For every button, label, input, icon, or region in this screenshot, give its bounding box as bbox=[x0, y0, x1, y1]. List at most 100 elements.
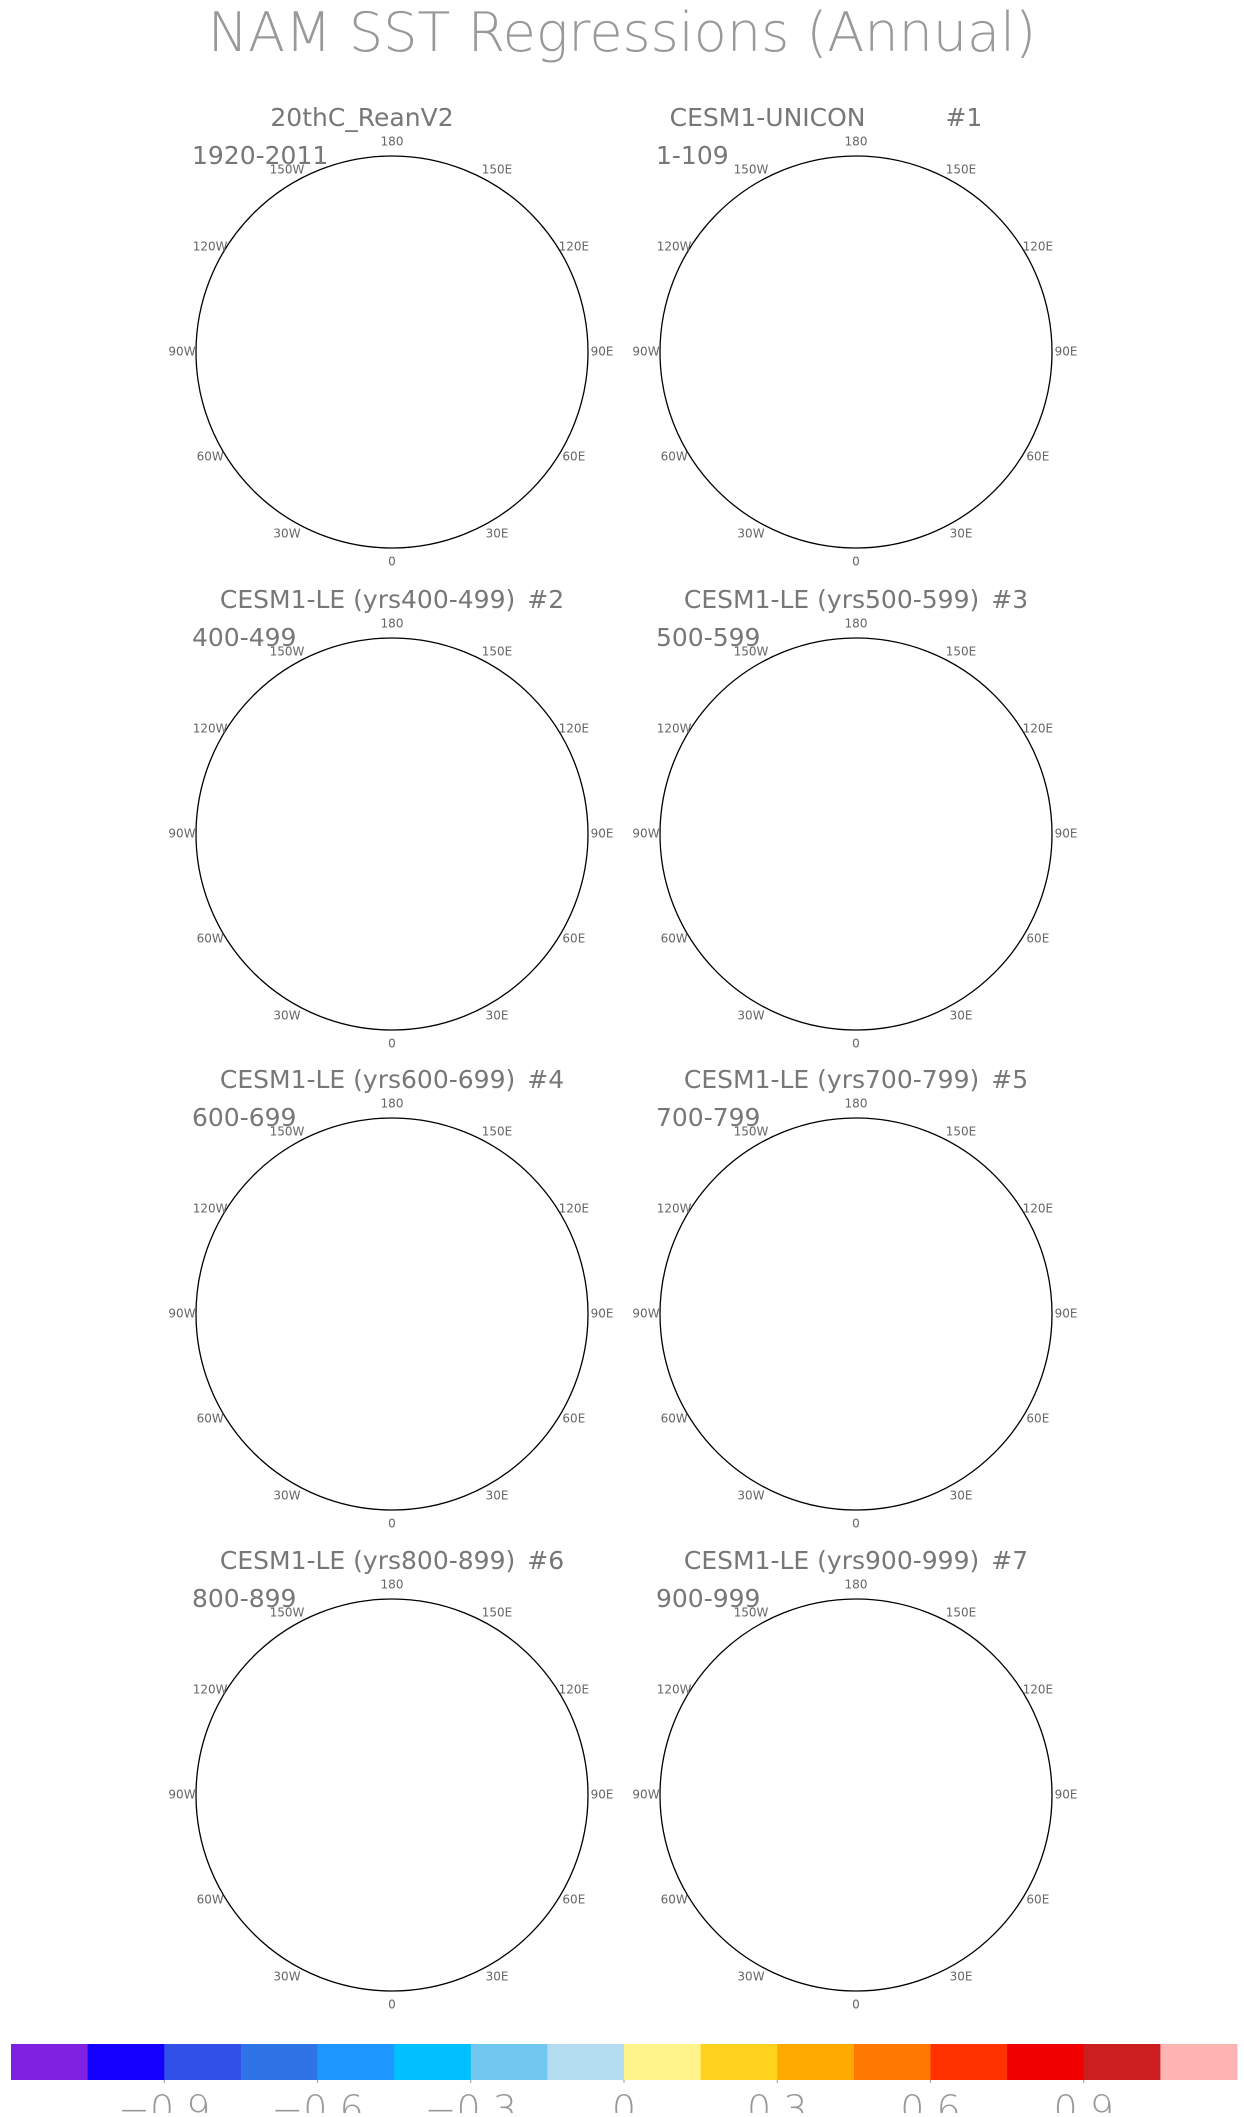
longitude-label: 120E bbox=[559, 1683, 590, 1697]
negative-area bbox=[658, 262, 838, 325]
panel-number: #5 bbox=[991, 1065, 1028, 1094]
map-panel: 20thC_ReanV2 1920-2011 180 150E 120E 90E 60E 30… bbox=[168, 103, 613, 569]
longitude-label: 180 bbox=[381, 1578, 404, 1592]
colorbar-segment bbox=[930, 2044, 1008, 2080]
longitude-label: 30E bbox=[486, 1969, 509, 1983]
negative-area bbox=[194, 744, 374, 807]
positive-area bbox=[670, 1591, 1042, 1756]
longitude-label: 120E bbox=[1023, 1683, 1054, 1697]
longitude-label: 120W bbox=[193, 240, 228, 254]
longitude-label: 0 bbox=[852, 1998, 860, 2012]
negative-area bbox=[658, 1224, 838, 1287]
positive-area bbox=[670, 1110, 1042, 1275]
panel-period: 700-799 bbox=[656, 1103, 760, 1132]
colorbar-segment bbox=[1160, 2044, 1238, 2080]
longitude-label: 30W bbox=[273, 1008, 300, 1022]
longitude-label: 150W bbox=[734, 1125, 769, 1139]
strong-area bbox=[752, 1619, 960, 1736]
longitude-label: 90W bbox=[168, 345, 195, 359]
longitude-label: 90E bbox=[591, 827, 614, 841]
land bbox=[650, 278, 832, 411]
negative-area bbox=[782, 1838, 853, 1877]
strong-area bbox=[752, 1138, 960, 1255]
panel-number: #3 bbox=[991, 585, 1028, 614]
longitude-label: 60E bbox=[1026, 1412, 1049, 1426]
strong-area bbox=[288, 1619, 496, 1736]
longitude-label: 150E bbox=[946, 1125, 977, 1139]
colorbar-label: 0 bbox=[612, 2088, 636, 2114]
longitude-label: 90E bbox=[1055, 1307, 1078, 1321]
longitude-label: 30E bbox=[950, 1969, 973, 1983]
ocean bbox=[660, 1599, 1052, 1991]
ocean bbox=[660, 156, 1052, 548]
longitude-label: 60W bbox=[197, 1893, 224, 1907]
panel-number: #4 bbox=[527, 1065, 564, 1094]
longitude-label: 90W bbox=[632, 1307, 659, 1321]
panel-period: 400-499 bbox=[192, 623, 296, 652]
colorbar-segment bbox=[164, 2044, 242, 2080]
longitude-label: 120W bbox=[193, 722, 228, 736]
colorbar-label: 0.6 bbox=[900, 2088, 960, 2114]
positive-area bbox=[165, 1782, 423, 1984]
longitude-label: 60W bbox=[197, 932, 224, 946]
map-border bbox=[659, 1117, 1053, 1511]
longitude-label: 0 bbox=[852, 555, 860, 569]
strong-area bbox=[889, 240, 952, 267]
map-border bbox=[195, 1117, 589, 1511]
longitude-label: 60E bbox=[1026, 1893, 1049, 1907]
positive-area bbox=[353, 877, 549, 948]
longitude-label: 90W bbox=[632, 345, 659, 359]
longitude-label: 90E bbox=[1055, 1788, 1078, 1802]
strong-area bbox=[425, 722, 488, 749]
map-panel: CESM1-LE (yrs600-699) #4 600-699 180 150E 120… bbox=[168, 1065, 613, 1531]
longitude-label: 60W bbox=[197, 450, 224, 464]
longitude-label: 120W bbox=[657, 1683, 692, 1697]
map-border bbox=[195, 155, 589, 549]
colorbar-segment bbox=[1083, 2044, 1161, 2080]
longitude-label: 60W bbox=[661, 1412, 688, 1426]
longitude-label: 90W bbox=[168, 1788, 195, 1802]
map-panel: CESM1-UNICON #1 1-109 180 150E 120E 90E 60E 30E 0… bbox=[632, 103, 1077, 569]
positive-area bbox=[629, 821, 887, 1023]
negative-area bbox=[782, 877, 853, 916]
panel-title: CESM1-LE (yrs500-599) #3 bbox=[684, 585, 1028, 614]
negative-area bbox=[318, 1838, 389, 1877]
longitude-label: 30E bbox=[950, 1488, 973, 1502]
panel-number: #2 bbox=[527, 585, 564, 614]
map-border bbox=[659, 155, 1053, 549]
strong-area bbox=[425, 1202, 488, 1229]
positive-area bbox=[817, 1838, 1013, 1909]
longitude-label: 60E bbox=[562, 1893, 585, 1907]
longitude-label: 90W bbox=[168, 1307, 195, 1321]
longitude-label: 150W bbox=[270, 1606, 305, 1620]
longitude-label: 30W bbox=[737, 526, 764, 540]
strong-area bbox=[288, 658, 496, 775]
panel-number: #1 bbox=[945, 103, 982, 132]
land bbox=[186, 760, 368, 893]
longitude-label: 120W bbox=[193, 1202, 228, 1216]
ocean bbox=[196, 156, 588, 548]
negative-area bbox=[194, 1705, 374, 1768]
longitude-label: 150E bbox=[946, 1606, 977, 1620]
map-panel: CESM1-LE (yrs700-799) #5 700-799 180 150E 120… bbox=[632, 1065, 1078, 1531]
panel-model: CESM1-LE (yrs500-599) bbox=[684, 585, 979, 614]
longitude-label: 30E bbox=[950, 526, 973, 540]
map-border bbox=[195, 1598, 589, 1992]
land bbox=[186, 278, 368, 411]
longitude-label: 150W bbox=[270, 645, 305, 659]
map-panel: CESM1-LE (yrs500-599) #3 500-599 180 150E 120… bbox=[629, 585, 1077, 1051]
map-border bbox=[659, 1598, 1053, 1992]
land bbox=[343, 1290, 392, 1353]
negative-area bbox=[658, 744, 838, 807]
longitude-label: 60E bbox=[1026, 932, 1049, 946]
strong-area bbox=[889, 1202, 952, 1229]
strong-area bbox=[425, 1683, 488, 1710]
strong-area bbox=[752, 176, 960, 293]
ocean bbox=[196, 638, 588, 1030]
longitude-label: 0 bbox=[388, 1517, 396, 1531]
colorbar-segment bbox=[87, 2044, 165, 2080]
longitude-label: 30E bbox=[486, 526, 509, 540]
panel-title: CESM1-LE (yrs400-499) #2 bbox=[220, 585, 564, 614]
colorbar-segment bbox=[1007, 2044, 1085, 2080]
positive-area bbox=[206, 1110, 578, 1275]
